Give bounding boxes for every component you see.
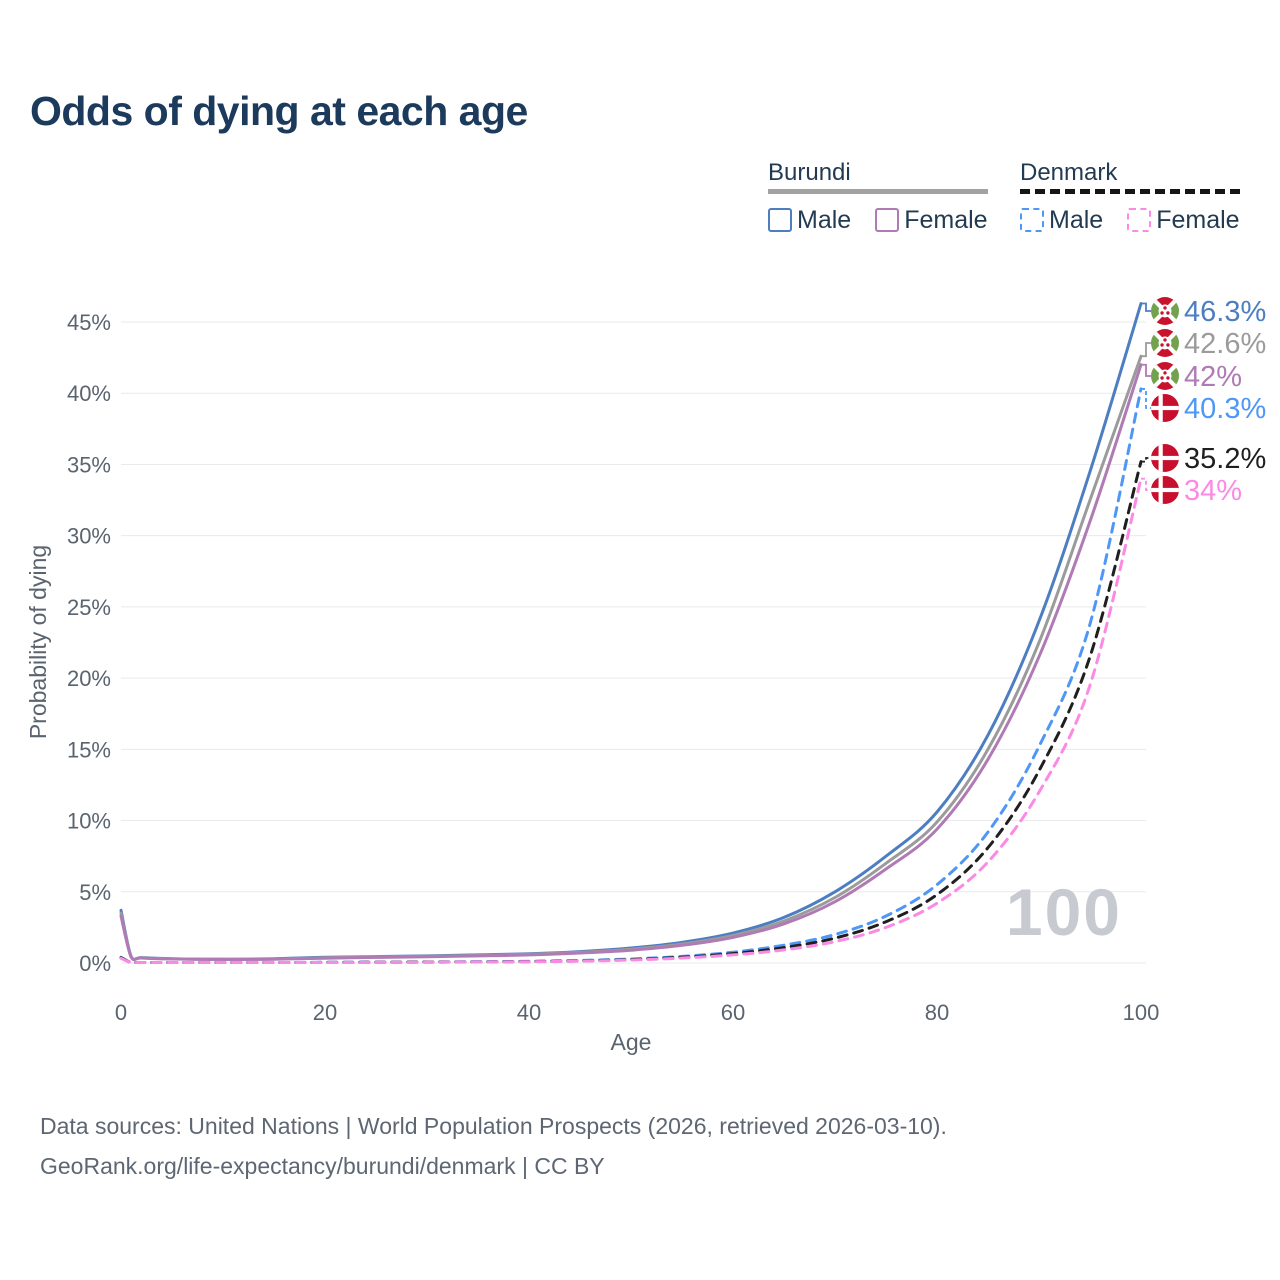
y-tick-label: 35% [67,452,111,477]
age-indicator-watermark: 100 [1006,875,1122,949]
end-connector-denmark-both-sexes [1141,457,1151,463]
legend-group-denmark: Denmark Male Female [1020,160,1240,234]
denmark-flag-icon [1151,394,1179,422]
series-line-burundi-female[interactable] [119,363,1143,962]
x-tick-label: 80 [925,1000,949,1025]
legend-group-burundi: Burundi Male Female [768,160,988,234]
x-tick-label: 40 [517,1000,541,1025]
y-tick-label: 25% [67,595,111,620]
legend-item-burundi-male[interactable]: Male [768,206,851,234]
y-tick-label: 40% [67,381,111,406]
end-connector-burundi-female [1141,363,1151,377]
burundi-flag-icon [1151,362,1179,390]
burundi-flag-icon [1151,329,1179,357]
series-line-burundi-both-sexes[interactable] [119,354,1143,962]
legend-checkbox-burundi-female[interactable] [875,208,900,232]
legend-solid-line-swatch [768,189,988,194]
end-value-label-burundi-female: 42% [1184,361,1242,393]
legend-checkbox-burundi-male[interactable] [768,208,792,232]
series-line-denmark-male[interactable] [119,387,1143,964]
end-connector-burundi-male [1141,302,1151,312]
footer: Data sources: United Nations | World Pop… [40,1106,947,1186]
legend-label[interactable]: Male [797,206,852,234]
x-tick-label: 20 [313,1000,337,1025]
x-axis-title: Age [611,1029,652,1055]
x-tick-label: 100 [1123,1000,1160,1025]
end-value-label-denmark-male: 40.3% [1184,393,1266,425]
legend-checkbox-denmark-male[interactable] [1020,208,1044,232]
end-connector-denmark-male [1141,388,1151,409]
legend-item-denmark-female[interactable]: Female [1127,206,1240,234]
y-tick-label: 45% [67,310,111,335]
legend-checkbox-denmark-female[interactable] [1127,208,1152,232]
end-value-label-denmark-both-sexes: 35.2% [1184,443,1266,475]
y-tick-label: 10% [67,809,111,834]
data-sources-line: Data sources: United Nations | World Pop… [40,1113,947,1139]
y-tick-label: 20% [67,666,111,691]
y-tick-label: 0% [79,951,111,976]
legend-country-burundi[interactable]: Burundi [768,159,851,186]
end-value-label-burundi-both-sexes: 42.6% [1184,328,1266,360]
legend-items-row: Male Female [1020,206,1240,234]
denmark-flag-icon [1151,444,1179,472]
y-axis-title: Probability of dying [25,545,51,739]
legend-label[interactable]: Female [904,206,988,234]
x-tick-label: 60 [721,1000,745,1025]
y-tick-label: 15% [67,737,111,762]
legend-item-denmark-male[interactable]: Male [1020,206,1103,234]
legend-label[interactable]: Male [1049,206,1104,234]
series-line-denmark-both-sexes[interactable] [119,460,1143,964]
x-tick-label: 0 [115,1000,127,1025]
end-value-label-denmark-female: 34% [1184,475,1242,507]
y-tick-label: 30% [67,524,111,549]
legend-label[interactable]: Female [1156,206,1240,234]
y-tick-label: 5% [79,880,111,905]
end-connector-denmark-female [1141,477,1151,491]
end-value-label-burundi-male: 46.3% [1184,296,1266,328]
legend-item-burundi-female[interactable]: Female [875,206,988,234]
burundi-flag-icon [1151,297,1179,325]
page-title: Odds of dying at each age [30,88,528,134]
end-connector-burundi-both-sexes [1141,342,1151,358]
series-line-denmark-female[interactable] [119,477,1143,964]
legend-items-row: Male Female [768,206,988,234]
legend-country-denmark[interactable]: Denmark [1020,159,1118,186]
attribution-line: GeoRank.org/life-expectancy/burundi/denm… [40,1153,605,1179]
denmark-flag-icon [1151,476,1179,504]
series-line-burundi-male[interactable] [119,302,1143,961]
legend-dashed-line-swatch [1020,189,1240,194]
